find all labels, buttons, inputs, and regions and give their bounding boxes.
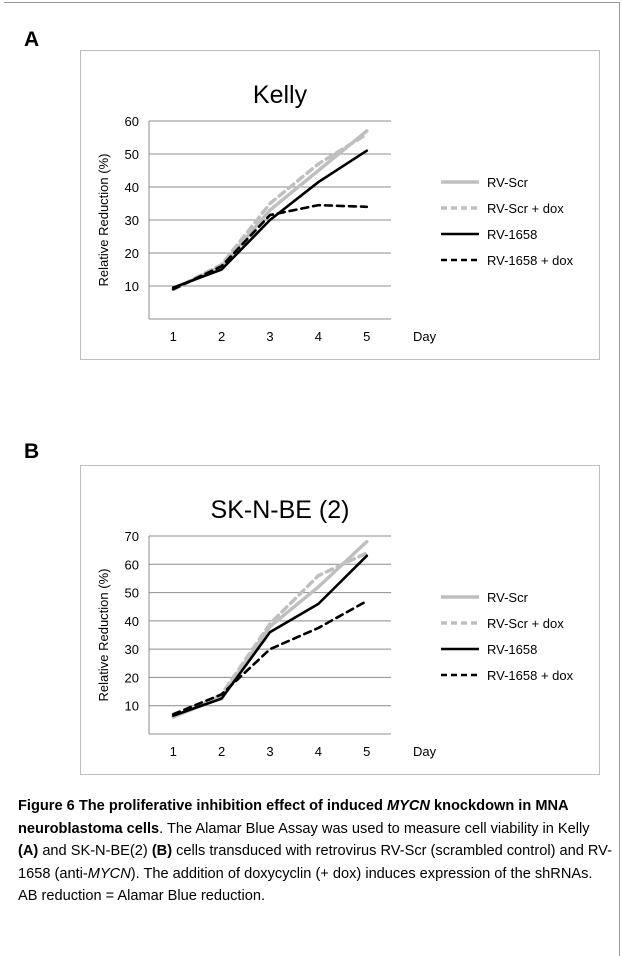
series-line-3 [171,203,369,291]
legend-label-1: RV-Scr + dox [487,616,564,631]
x-axis-label: Day [413,329,437,344]
legend-label-3: RV-1658 + dox [487,253,574,268]
legend-label-3: RV-1658 + dox [487,668,574,683]
legend-label-0: RV-Scr [487,590,529,605]
figure-caption: Figure 6 The proliferative inhibition ef… [18,795,612,908]
y-tick-label: 20 [125,670,139,685]
x-axis-label: Day [413,744,437,759]
series-line-0 [171,129,369,292]
series-line-2 [171,149,369,289]
chart-sk-n-be2: SK-N-BE (2) 10 20 30 40 50 60 70 1 2 3 4 5 Day Relativ… [96,496,574,759]
figure-frame [4,2,620,956]
y-tick-label: 20 [125,246,139,261]
caption-ref-b: (B) [151,843,173,859]
y-axis-label: Relative Reduction (%) [96,154,111,287]
legend-label-1: RV-Scr + dox [487,201,564,216]
chart-panel-a: Kelly 10 20 30 40 50 60 1 2 3 4 5 Day Relative Reduct… [80,50,600,360]
y-tick-label: 70 [125,529,139,544]
x-tick-label: 4 [315,329,322,344]
caption-text-2: and SK-N-BE(2) [38,843,152,859]
x-tick-label: 1 [170,329,177,344]
panel-letter-a: A [24,28,40,51]
series-line-3 [171,599,369,716]
y-tick-label: 30 [125,213,139,228]
y-tick-label: 10 [125,699,139,714]
x-tick-label: 1 [170,744,177,759]
legend-label-2: RV-1658 [487,227,537,242]
y-tick-label: 60 [125,114,139,129]
caption-gene-2: MYCN [87,865,131,882]
legend-label-0: RV-Scr [487,175,529,190]
chart-title: SK-N-BE (2) [211,496,350,524]
x-tick-label: 3 [266,329,273,344]
caption-title-b: knockdown in MNA neuroblastoma cells [18,798,569,837]
y-tick-label: 40 [125,180,139,195]
chart-panel-b: SK-N-BE (2) 10 20 30 40 50 60 70 1 2 3 4 5 Day Relativ… [80,465,600,775]
y-tick-label: 50 [125,147,139,162]
chart-title: Kelly [253,81,308,109]
y-tick-label: 50 [125,586,139,601]
x-tick-label: 5 [363,329,370,344]
x-tick-label: 3 [266,744,273,759]
series-line-2 [171,554,369,717]
caption-title-a: The proliferative inhibition effect of i… [78,798,387,814]
y-tick-label: 60 [125,557,139,572]
legend-label-2: RV-1658 [487,642,537,657]
caption-text-1: . The Alamar Blue Assay was used to meas… [159,820,590,837]
caption-ref-a: (A) [18,843,39,859]
caption-figure-label: Figure 6 [18,798,79,814]
y-tick-label: 40 [125,614,139,629]
caption-text-4: ). The addition of doxycyclin (+ dox) in… [18,865,593,905]
y-tick-label: 30 [125,642,139,657]
caption-title-gene: MYCN [386,798,430,814]
x-tick-label: 4 [315,744,322,759]
x-tick-label: 2 [218,744,225,759]
caption-text-3: cells transduced with retrovirus RV-Scr … [18,843,612,882]
chart-kelly: Kelly 10 20 30 40 50 60 1 2 3 4 5 Day Relative Reduct… [96,81,574,344]
y-axis-label: Relative Reduction (%) [96,569,111,702]
panel-letter-b: B [24,440,40,463]
x-tick-label: 2 [218,329,225,344]
x-tick-label: 5 [363,744,370,759]
y-tick-label: 10 [125,279,139,294]
series-line-1 [171,551,369,719]
